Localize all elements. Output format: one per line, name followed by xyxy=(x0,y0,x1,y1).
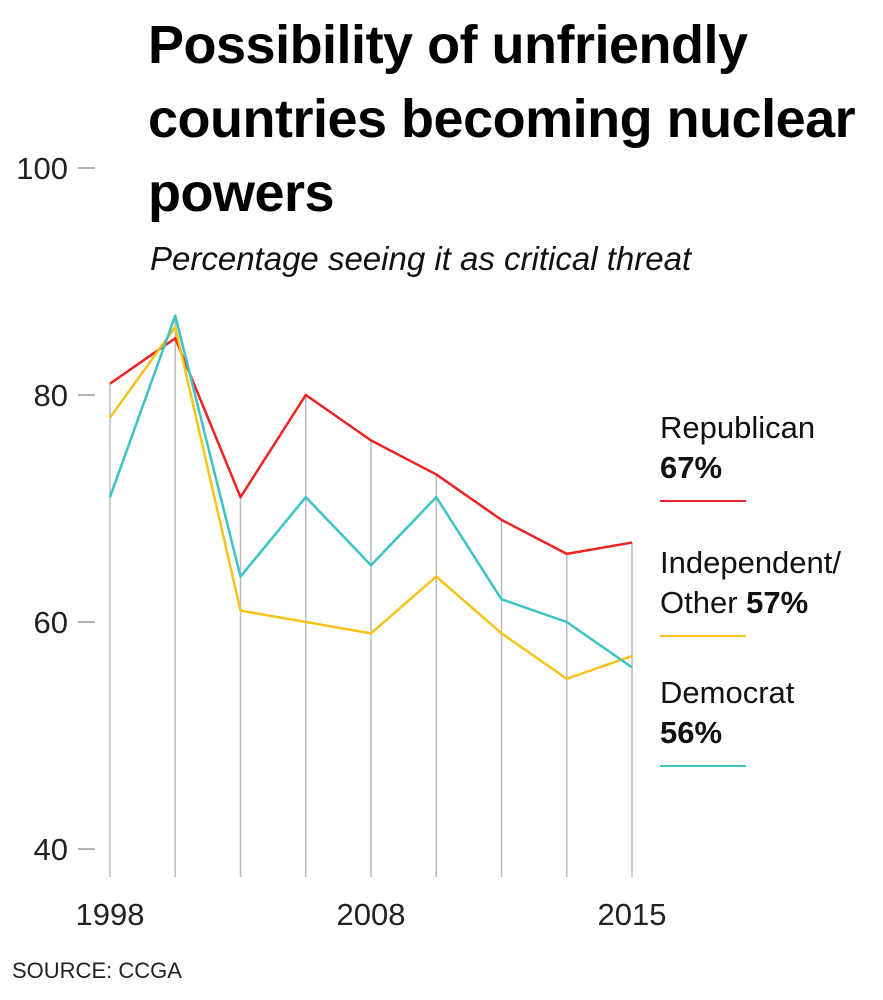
legend-entry: Independent/ Other 57% xyxy=(660,543,865,623)
chart-subtitle: Percentage seeing it as critical threat xyxy=(150,240,692,277)
legend-swatch xyxy=(660,765,746,767)
y-tick-label: 40 xyxy=(34,832,68,867)
series-line xyxy=(108,325,633,680)
legend-entry: Republican 67% xyxy=(660,408,865,488)
legend-name: Republican xyxy=(660,410,816,445)
y-tick-label: 100 xyxy=(16,151,68,186)
x-tick-label: 1998 xyxy=(76,897,145,932)
source: SOURCE: CCGA xyxy=(12,958,182,983)
y-tick-label: 60 xyxy=(34,605,68,640)
x-tick-label: 2015 xyxy=(598,897,667,932)
legend-name: Independent/ Other xyxy=(660,545,842,620)
value-label: 57% xyxy=(746,585,809,620)
series-line xyxy=(108,314,633,669)
legend-entry: Democrat 56% xyxy=(660,673,865,753)
legend-swatch xyxy=(660,635,746,637)
legend-swatch xyxy=(660,500,746,502)
series-line xyxy=(109,337,633,556)
x-tick-label: 2008 xyxy=(337,897,406,932)
chart-title: Possibility of unfriendly countries beco… xyxy=(148,15,856,223)
value-label: 56% xyxy=(660,715,723,750)
y-tick-label: 80 xyxy=(34,378,68,413)
value-label: 67% xyxy=(660,450,723,485)
legend-name: Democrat xyxy=(660,675,795,710)
